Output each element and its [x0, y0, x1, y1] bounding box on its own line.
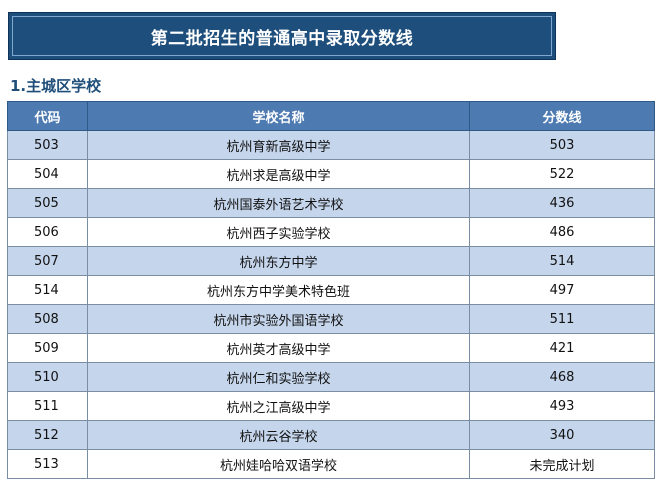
row-score: 340: [469, 420, 655, 450]
header-school-name: 学校名称: [87, 101, 470, 131]
table-row: 510 杭州仁和实验学校 468: [7, 362, 655, 392]
row-score: 511: [469, 304, 655, 334]
row-school-name: 杭州东方中学: [87, 246, 470, 276]
row-code: 505: [7, 188, 88, 218]
row-score: 468: [469, 362, 655, 392]
row-score: 497: [469, 275, 655, 305]
table-row: 512 杭州云谷学校 340: [7, 420, 655, 450]
row-score: 421: [469, 333, 655, 363]
row-code: 509: [7, 333, 88, 363]
row-code: 508: [7, 304, 88, 334]
row-school-name: 杭州之江高级中学: [87, 391, 470, 421]
row-school-name: 杭州国泰外语艺术学校: [87, 188, 470, 218]
table-row: 506 杭州西子实验学校 486: [7, 217, 655, 247]
table-row: 507 杭州东方中学 514: [7, 246, 655, 276]
table-body: 503 杭州育新高级中学 503 504 杭州求是高级中学 522 505 杭州国泰外语艺术学…: [7, 130, 655, 479]
row-score: 522: [469, 159, 655, 189]
header-score: 分数线: [469, 101, 655, 131]
row-code: 514: [7, 275, 88, 305]
table-row: 514 杭州东方中学美术特色班 497: [7, 275, 655, 305]
row-score: 未完成计划: [469, 449, 655, 479]
title-banner: 第二批招生的普通高中录取分数线: [8, 12, 556, 60]
row-school-name: 杭州市实验外国语学校: [87, 304, 470, 334]
table-row: 509 杭州英才高级中学 421: [7, 333, 655, 363]
table-row: 511 杭州之江高级中学 493: [7, 391, 655, 421]
row-code: 510: [7, 362, 88, 392]
row-score: 486: [469, 217, 655, 247]
score-table: 代码 学校名称 分数线 503 杭州育新高级中学 503 504 杭州求是高级中学 522…: [7, 101, 655, 479]
row-code: 506: [7, 217, 88, 247]
row-school-name: 杭州云谷学校: [87, 420, 470, 450]
banner-title: 第二批招生的普通高中录取分数线: [12, 16, 552, 56]
row-code: 511: [7, 391, 88, 421]
header-code: 代码: [7, 101, 88, 131]
table-row: 505 杭州国泰外语艺术学校 436: [7, 188, 655, 218]
table-row: 504 杭州求是高级中学 522: [7, 159, 655, 189]
table-row: 508 杭州市实验外国语学校 511: [7, 304, 655, 334]
row-code: 513: [7, 449, 88, 479]
row-school-name: 杭州东方中学美术特色班: [87, 275, 470, 305]
row-code: 507: [7, 246, 88, 276]
row-score: 514: [469, 246, 655, 276]
table-row: 513 杭州娃哈哈双语学校 未完成计划: [7, 449, 655, 479]
row-school-name: 杭州育新高级中学: [87, 130, 470, 160]
row-code: 504: [7, 159, 88, 189]
row-school-name: 杭州仁和实验学校: [87, 362, 470, 392]
row-school-name: 杭州娃哈哈双语学校: [87, 449, 470, 479]
row-score: 436: [469, 188, 655, 218]
row-school-name: 杭州英才高级中学: [87, 333, 470, 363]
table-row: 503 杭州育新高级中学 503: [7, 130, 655, 160]
row-score: 503: [469, 130, 655, 160]
row-school-name: 杭州求是高级中学: [87, 159, 470, 189]
row-code: 503: [7, 130, 88, 160]
section-title: 1.主城区学校: [10, 77, 102, 95]
row-code: 512: [7, 420, 88, 450]
table-header-row: 代码 学校名称 分数线: [7, 101, 655, 131]
row-school-name: 杭州西子实验学校: [87, 217, 470, 247]
row-score: 493: [469, 391, 655, 421]
